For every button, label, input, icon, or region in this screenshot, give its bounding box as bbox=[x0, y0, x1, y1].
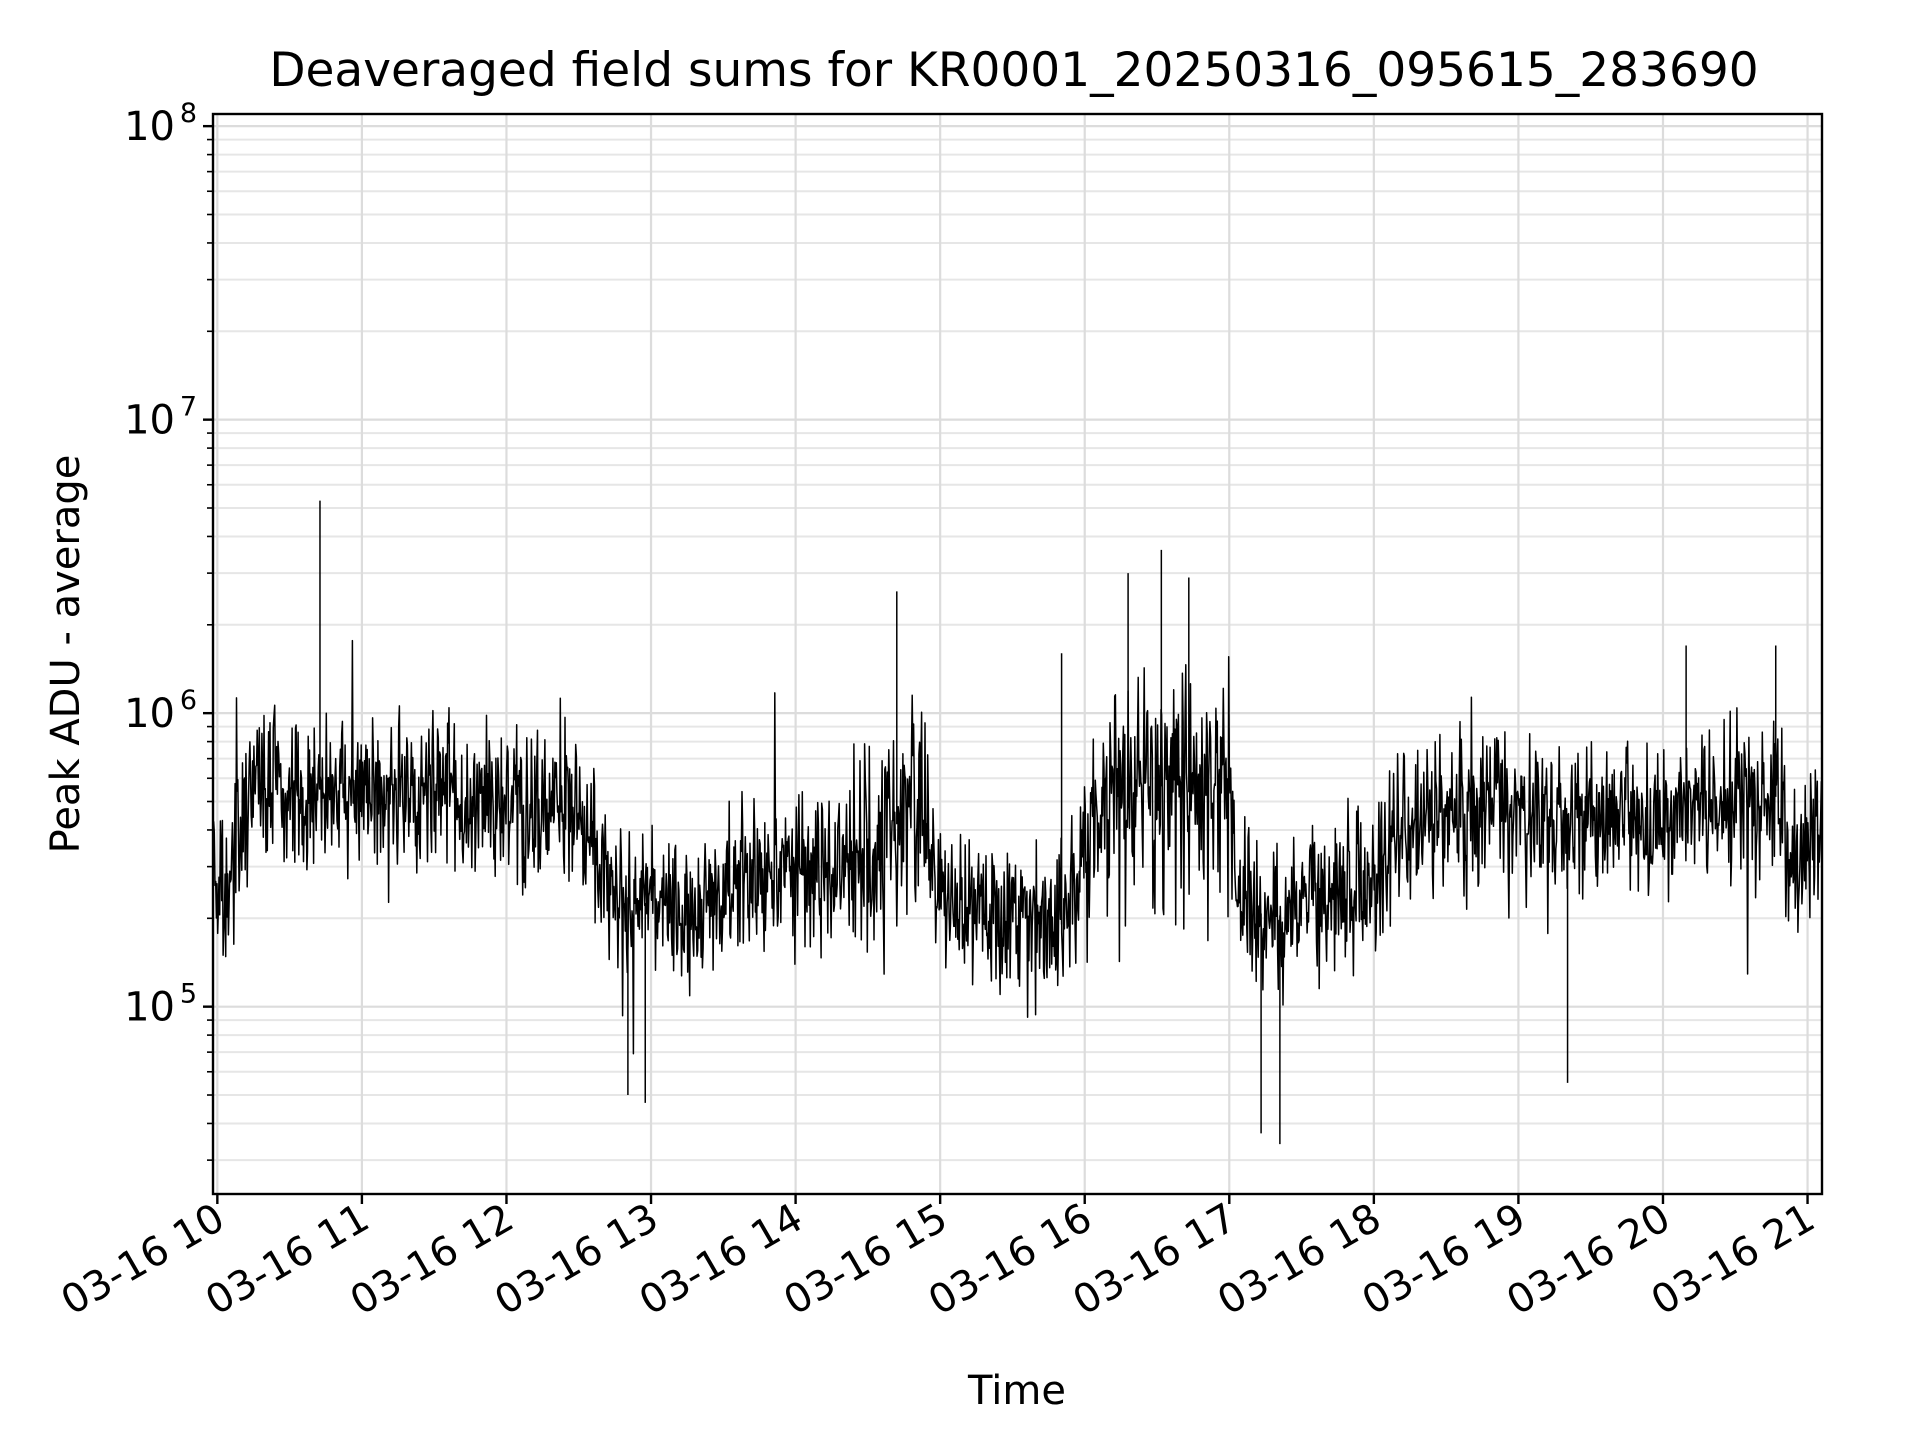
y-tick-exponent: 8 bbox=[180, 98, 197, 129]
y-tick-label: 10 bbox=[124, 104, 175, 150]
y-tick-exponent: 6 bbox=[180, 685, 197, 716]
plot-frame bbox=[211, 112, 1824, 1196]
axis-ticks bbox=[203, 124, 1809, 1204]
y-tick-label: 10 bbox=[124, 691, 175, 737]
y-tick-exponent: 5 bbox=[180, 979, 197, 1010]
series-layer bbox=[212, 500, 1823, 1145]
y-axis-label: Peak ADU - average bbox=[43, 455, 89, 854]
y-tick-label: 10 bbox=[124, 398, 175, 444]
series-line bbox=[212, 639, 1823, 1055]
chart-title: Deaveraged field sums for KR0001_2025031… bbox=[269, 43, 1758, 98]
y-tick-label: 10 bbox=[124, 985, 175, 1031]
x-axis-label: Time bbox=[967, 1368, 1066, 1414]
major-gridlines bbox=[213, 114, 1822, 1194]
minor-gridlines bbox=[213, 138, 1822, 1162]
y-tick-exponent: 7 bbox=[180, 392, 197, 423]
